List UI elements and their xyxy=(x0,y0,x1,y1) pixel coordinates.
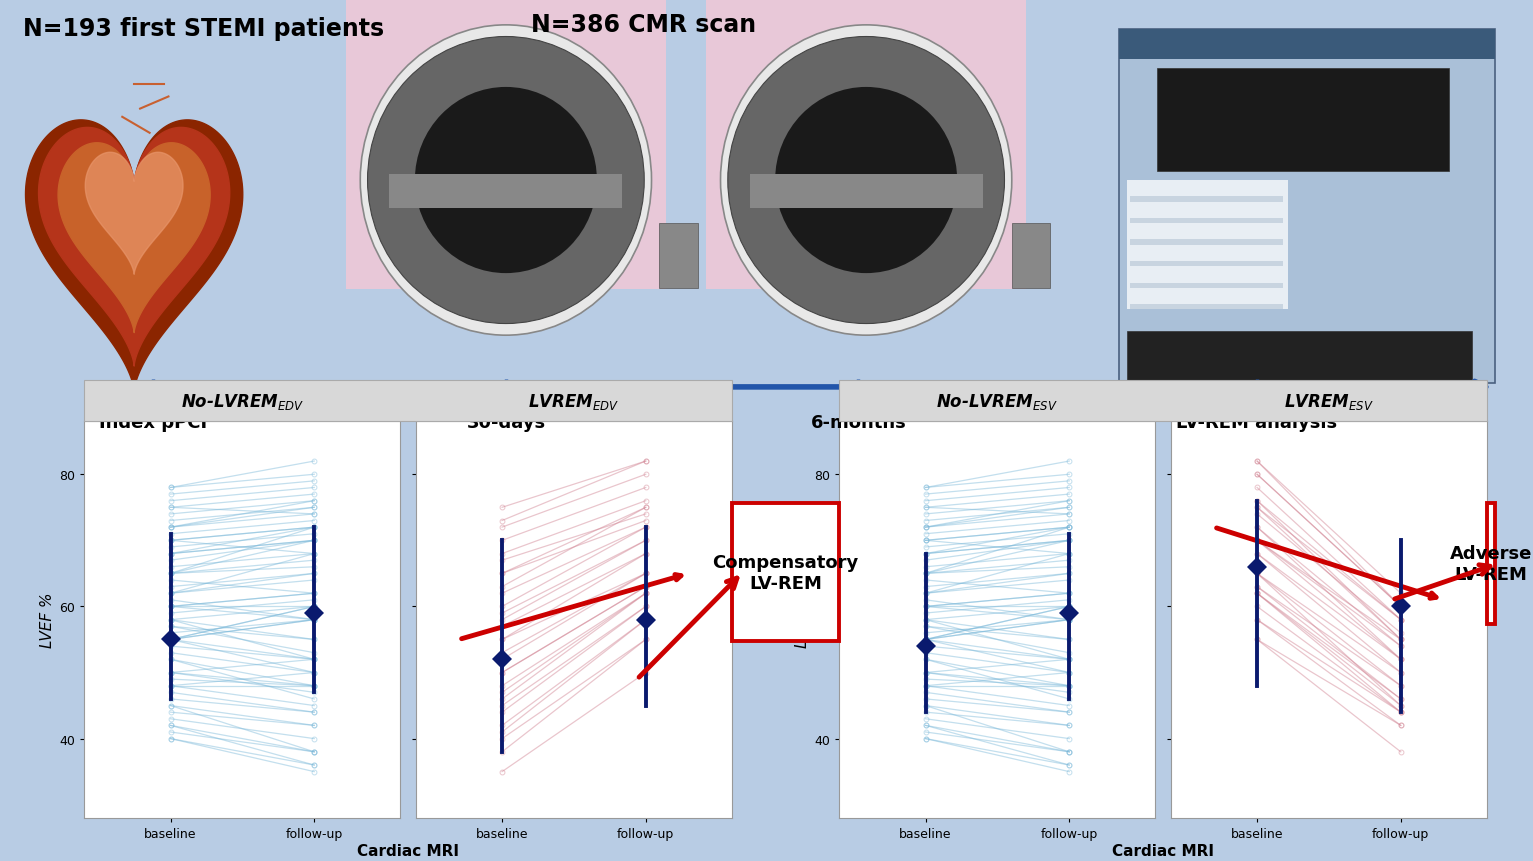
Ellipse shape xyxy=(360,26,652,336)
Text: LV-REM analysis: LV-REM analysis xyxy=(1176,413,1338,431)
Bar xyxy=(1127,181,1288,310)
Bar xyxy=(1130,262,1283,267)
Text: No-LVREM$_{EDV}$: No-LVREM$_{EDV}$ xyxy=(181,391,304,412)
Bar xyxy=(346,0,665,289)
Bar xyxy=(705,0,1027,289)
Bar xyxy=(1012,224,1050,288)
Bar xyxy=(1130,197,1283,202)
Text: Index pPCI: Index pPCI xyxy=(100,413,207,431)
Bar xyxy=(389,175,622,208)
Bar xyxy=(659,224,698,288)
Polygon shape xyxy=(38,128,230,367)
Bar xyxy=(750,175,983,208)
Text: LVREM$_{ESV}$: LVREM$_{ESV}$ xyxy=(1285,391,1374,412)
Bar xyxy=(1127,331,1472,383)
Text: N=193 first STEMI patients: N=193 first STEMI patients xyxy=(23,17,385,41)
Polygon shape xyxy=(86,153,182,275)
Text: N=386 CMR scan: N=386 CMR scan xyxy=(532,13,756,37)
Bar xyxy=(1130,240,1283,245)
Text: 30-days: 30-days xyxy=(466,413,546,431)
Ellipse shape xyxy=(721,26,1012,336)
Ellipse shape xyxy=(728,37,1004,325)
Text: Cardiac MRI: Cardiac MRI xyxy=(357,843,460,858)
Bar xyxy=(1130,305,1283,310)
Bar xyxy=(1157,69,1449,172)
Ellipse shape xyxy=(776,88,957,274)
Text: LVREM$_{EDV}$: LVREM$_{EDV}$ xyxy=(529,391,619,412)
Polygon shape xyxy=(58,144,210,333)
Y-axis label: LVEF %: LVEF % xyxy=(796,592,809,647)
Text: Cardiac MRI: Cardiac MRI xyxy=(1111,843,1214,858)
Text: No-LVREM$_{ESV}$: No-LVREM$_{ESV}$ xyxy=(937,391,1058,412)
Ellipse shape xyxy=(415,88,596,274)
Text: Adverse
LV-REM: Adverse LV-REM xyxy=(1450,544,1531,584)
Polygon shape xyxy=(26,121,242,392)
Ellipse shape xyxy=(368,37,644,325)
Text: Compensatory
LV-REM: Compensatory LV-REM xyxy=(713,553,858,592)
Bar xyxy=(1119,30,1495,383)
Text: 6-months: 6-months xyxy=(811,413,906,431)
Bar xyxy=(1119,30,1495,60)
Y-axis label: LVEF %: LVEF % xyxy=(40,592,55,647)
Bar xyxy=(1130,219,1283,224)
Bar xyxy=(1130,283,1283,288)
